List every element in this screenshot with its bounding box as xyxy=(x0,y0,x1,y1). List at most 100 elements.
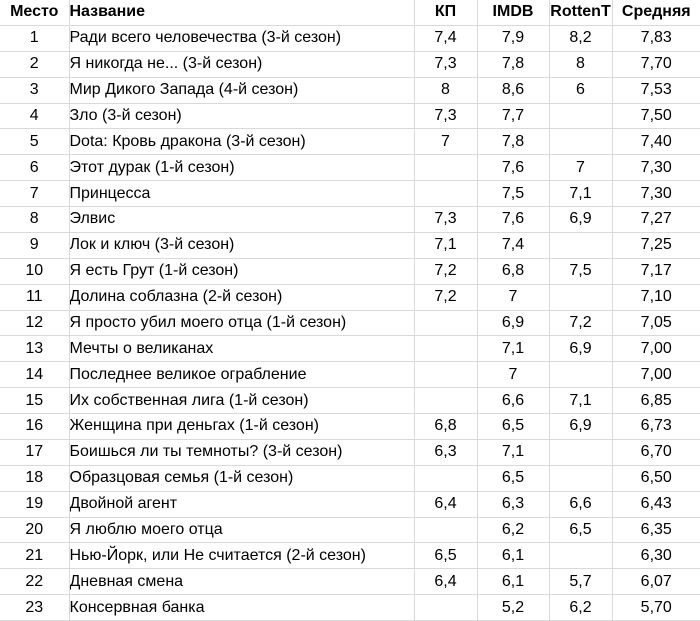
cell-title[interactable]: Мечты о великанах xyxy=(69,335,415,363)
cell-rotten[interactable]: 7,5 xyxy=(549,258,613,285)
cell-avg[interactable]: 7,30 xyxy=(612,154,700,182)
cell-rotten[interactable]: 8 xyxy=(549,51,613,78)
cell-imdb[interactable]: 7,7 xyxy=(477,103,550,130)
cell-kp[interactable] xyxy=(414,517,478,544)
cell-rotten[interactable]: 7 xyxy=(549,154,613,182)
cell-place[interactable]: 13 xyxy=(0,335,70,363)
cell-kp[interactable] xyxy=(414,361,478,389)
cell-avg[interactable]: 7,83 xyxy=(612,25,700,52)
cell-place[interactable]: 16 xyxy=(0,413,70,440)
cell-avg[interactable]: 6,73 xyxy=(612,413,700,440)
cell-place[interactable]: 19 xyxy=(0,491,70,518)
cell-kp[interactable]: 7,3 xyxy=(414,103,478,130)
cell-title[interactable]: Их собственная лига (1-й сезон) xyxy=(69,387,415,414)
cell-imdb[interactable]: 7 xyxy=(477,361,550,389)
cell-avg[interactable]: 7,00 xyxy=(612,361,700,389)
cell-place[interactable]: 15 xyxy=(0,387,70,414)
cell-rotten[interactable] xyxy=(549,284,613,311)
cell-rotten[interactable] xyxy=(549,128,613,156)
cell-place[interactable]: 12 xyxy=(0,310,70,337)
cell-title[interactable]: Лок и ключ (3-й сезон) xyxy=(69,232,415,259)
cell-rotten[interactable] xyxy=(549,103,613,130)
cell-title[interactable]: Я люблю моего отца xyxy=(69,517,415,544)
cell-title[interactable]: Я есть Грут (1-й сезон) xyxy=(69,258,415,285)
column-header-rotten[interactable]: RottenT xyxy=(549,0,613,26)
cell-imdb[interactable]: 6,1 xyxy=(477,542,550,570)
cell-rotten[interactable]: 7,1 xyxy=(549,180,613,207)
cell-imdb[interactable]: 7,4 xyxy=(477,232,550,259)
cell-avg[interactable]: 6,70 xyxy=(612,439,700,466)
cell-imdb[interactable]: 6,2 xyxy=(477,517,550,544)
cell-avg[interactable]: 7,17 xyxy=(612,258,700,285)
column-header-place[interactable]: Место xyxy=(0,0,70,26)
cell-place[interactable]: 20 xyxy=(0,517,70,544)
cell-rotten[interactable]: 8,2 xyxy=(549,25,613,52)
cell-title[interactable]: Долина соблазна (2-й сезон) xyxy=(69,284,415,311)
cell-rotten[interactable]: 6,9 xyxy=(549,206,613,233)
cell-imdb[interactable]: 7,6 xyxy=(477,154,550,182)
cell-imdb[interactable]: 7,8 xyxy=(477,128,550,156)
cell-rotten[interactable]: 6,5 xyxy=(549,517,613,544)
cell-avg[interactable]: 7,10 xyxy=(612,284,700,311)
cell-kp[interactable]: 7,3 xyxy=(414,206,478,233)
cell-avg[interactable]: 6,07 xyxy=(612,568,700,596)
cell-avg[interactable]: 7,05 xyxy=(612,310,700,337)
cell-kp[interactable] xyxy=(414,154,478,182)
cell-imdb[interactable]: 6,9 xyxy=(477,310,550,337)
cell-imdb[interactable]: 6,3 xyxy=(477,491,550,518)
cell-place[interactable]: 5 xyxy=(0,128,70,156)
cell-avg[interactable]: 6,35 xyxy=(612,517,700,544)
cell-rotten[interactable]: 6,6 xyxy=(549,491,613,518)
cell-imdb[interactable]: 6,8 xyxy=(477,258,550,285)
cell-kp[interactable] xyxy=(414,310,478,337)
cell-kp[interactable] xyxy=(414,180,478,207)
cell-rotten[interactable]: 6,9 xyxy=(549,335,613,363)
cell-avg[interactable]: 7,70 xyxy=(612,51,700,78)
cell-avg[interactable]: 7,50 xyxy=(612,103,700,130)
column-header-title[interactable]: Название xyxy=(69,0,415,26)
cell-rotten[interactable]: 7,2 xyxy=(549,310,613,337)
cell-imdb[interactable]: 7 xyxy=(477,284,550,311)
cell-place[interactable]: 10 xyxy=(0,258,70,285)
cell-title[interactable]: Принцесса xyxy=(69,180,415,207)
cell-kp[interactable] xyxy=(414,335,478,363)
cell-imdb[interactable]: 7,1 xyxy=(477,335,550,363)
cell-kp[interactable]: 7,2 xyxy=(414,258,478,285)
cell-avg[interactable]: 6,30 xyxy=(612,542,700,570)
cell-kp[interactable]: 6,3 xyxy=(414,439,478,466)
cell-imdb[interactable]: 6,6 xyxy=(477,387,550,414)
cell-kp[interactable]: 6,4 xyxy=(414,491,478,518)
cell-rotten[interactable] xyxy=(549,439,613,466)
column-header-kp[interactable]: КП xyxy=(414,0,478,26)
cell-place[interactable]: 3 xyxy=(0,77,70,104)
cell-imdb[interactable]: 7,1 xyxy=(477,439,550,466)
cell-avg[interactable]: 5,70 xyxy=(612,594,700,621)
cell-kp[interactable] xyxy=(414,387,478,414)
cell-imdb[interactable]: 8,6 xyxy=(477,77,550,104)
cell-avg[interactable]: 7,53 xyxy=(612,77,700,104)
cell-title[interactable]: Dota: Кровь дракона (3-й сезон) xyxy=(69,128,415,156)
cell-imdb[interactable]: 7,8 xyxy=(477,51,550,78)
cell-kp[interactable]: 6,8 xyxy=(414,413,478,440)
cell-place[interactable]: 21 xyxy=(0,542,70,570)
cell-title[interactable]: Ради всего человечества (3-й сезон) xyxy=(69,25,415,52)
cell-kp[interactable]: 6,5 xyxy=(414,542,478,570)
cell-rotten[interactable]: 6,9 xyxy=(549,413,613,440)
cell-kp[interactable]: 6,4 xyxy=(414,568,478,596)
cell-imdb[interactable]: 7,9 xyxy=(477,25,550,52)
cell-place[interactable]: 2 xyxy=(0,51,70,78)
cell-rotten[interactable]: 5,7 xyxy=(549,568,613,596)
cell-place[interactable]: 1 xyxy=(0,25,70,52)
cell-title[interactable]: Элвис xyxy=(69,206,415,233)
cell-kp[interactable]: 7,3 xyxy=(414,51,478,78)
cell-kp[interactable]: 7,1 xyxy=(414,232,478,259)
cell-title[interactable]: Этот дурак (1-й сезон) xyxy=(69,154,415,182)
cell-avg[interactable]: 6,85 xyxy=(612,387,700,414)
cell-title[interactable]: Я просто убил моего отца (1-й сезон) xyxy=(69,310,415,337)
cell-kp[interactable] xyxy=(414,594,478,621)
cell-avg[interactable]: 7,30 xyxy=(612,180,700,207)
cell-kp[interactable]: 7,4 xyxy=(414,25,478,52)
cell-place[interactable]: 6 xyxy=(0,154,70,182)
cell-title[interactable]: Последнее великое ограбление xyxy=(69,361,415,389)
cell-title[interactable]: Зло (3-й сезон) xyxy=(69,103,415,130)
